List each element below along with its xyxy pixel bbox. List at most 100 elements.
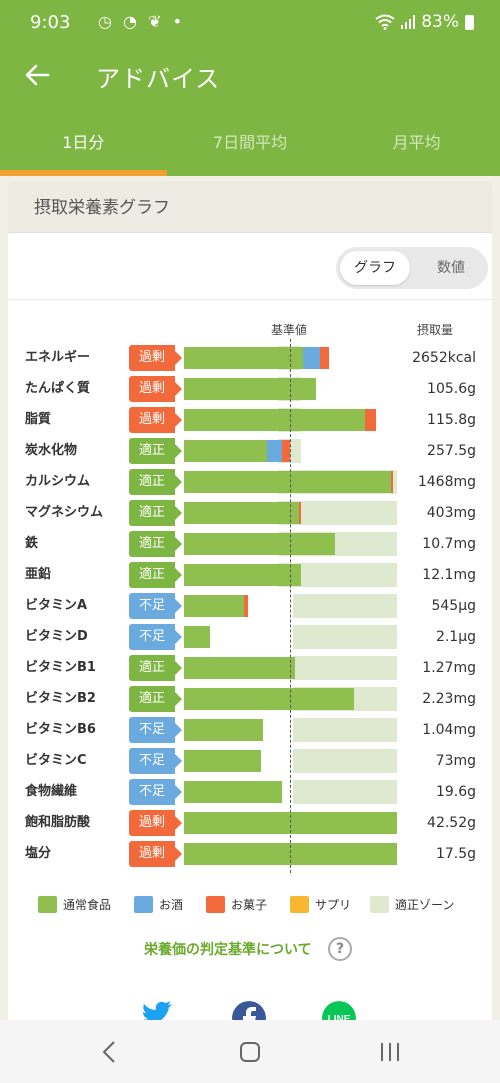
nutrient-row: ビタミンB2 適正 2.23mg [8, 684, 492, 714]
intake-bar [184, 346, 397, 370]
intake-bar [184, 594, 397, 618]
nutrient-row: 亜鉛 適正 12.1mg [8, 560, 492, 590]
bar-segment [184, 750, 261, 772]
bar-segment [184, 347, 304, 369]
help-icon[interactable]: ? [328, 937, 352, 961]
bar-segment [184, 502, 300, 524]
proper-zone [292, 594, 397, 618]
bar-segment [184, 378, 317, 400]
nutrient-name: ビタミンB1 [25, 660, 96, 675]
status-badge: 適正 [129, 655, 182, 681]
nutrient-row: 炭水化物 適正 257.5g [8, 436, 492, 466]
bar-segment [184, 471, 391, 493]
proper-zone [292, 718, 397, 742]
bar-segment [267, 440, 282, 462]
intake-value: 1.04mg [422, 722, 476, 738]
legend-swatch [206, 896, 225, 913]
status-badge: 過剰 [129, 841, 182, 867]
status-badge: 不足 [129, 624, 182, 650]
line-icon-label: LINE [328, 1014, 351, 1025]
nutrient-name: 食物繊維 [25, 784, 78, 799]
view-toggle: グラフ 数値 [336, 247, 488, 289]
intake-value: 10.7mg [422, 536, 476, 552]
nutrient-row: 脂質 過剰 115.8g [8, 405, 492, 435]
legend-swatch [134, 896, 153, 913]
intake-value: 2652kcal [412, 350, 476, 366]
status-badge: 適正 [129, 469, 182, 495]
intake-value: 2.23mg [422, 691, 476, 707]
bar-segment [243, 595, 248, 617]
nutrient-name: 鉄 [25, 536, 39, 551]
bar-segment [299, 502, 302, 524]
legend-label: お菓子 [231, 898, 268, 912]
status-badge: 不足 [129, 593, 182, 619]
graph-view-button[interactable]: グラフ [340, 251, 410, 285]
intake-bar [184, 749, 397, 773]
tab-one-day[interactable]: 1日分 [0, 116, 167, 176]
nutrient-name: ビタミンB2 [25, 691, 96, 706]
wifi-icon [375, 14, 395, 30]
status-badge: 過剰 [129, 345, 182, 371]
nutrient-name: マグネシウム [25, 505, 104, 520]
reference-line [290, 339, 291, 873]
nutrient-name: 脂質 [25, 412, 52, 427]
nutrient-row: 塩分 過剰 17.5g [8, 839, 492, 869]
bar-segment [390, 471, 393, 493]
intake-value: 1468mg [417, 474, 476, 490]
tab-seven-day-average[interactable]: 7日間平均 [212, 133, 288, 152]
nutrient-row: カルシウム 適正 1468mg [8, 467, 492, 497]
status-bar: 9:03 ◷ ◔ ❦ • 83% [0, 0, 500, 44]
status-badge: 適正 [129, 531, 182, 557]
nutrient-name: たんぱく質 [25, 381, 91, 396]
intake-bar [184, 780, 397, 804]
numeric-view-button[interactable]: 数値 [437, 260, 465, 276]
system-navigation-bar [0, 1020, 500, 1083]
nav-back-icon[interactable] [90, 1036, 130, 1068]
nutrient-row: ビタミンB6 不足 1.04mg [8, 715, 492, 745]
back-arrow-icon[interactable] [22, 60, 52, 90]
intake-bar [184, 563, 397, 587]
proper-zone [292, 625, 397, 649]
nutrient-row: ビタミンD 不足 2.1μg [8, 622, 492, 652]
intake-bar [184, 532, 397, 556]
status-right: 83% [375, 12, 474, 32]
nutrient-row: ビタミンA 不足 545μg [8, 591, 492, 621]
nutrient-name: ビタミンB6 [25, 722, 96, 737]
status-badge: 適正 [129, 500, 182, 526]
nutrient-name: ビタミンD [25, 629, 88, 644]
twitter-icon[interactable] [140, 1001, 174, 1035]
nutrient-name: ビタミンC [25, 753, 87, 768]
proper-zone [292, 780, 397, 804]
intake-value: 42.52g [427, 815, 476, 831]
status-badge: 過剰 [129, 376, 182, 402]
proper-zone [292, 749, 397, 773]
bar-segment [184, 440, 268, 462]
intake-value: 19.6g [435, 784, 476, 800]
legend-swatch [370, 896, 389, 913]
intake-bar [184, 625, 397, 649]
nutrient-row: 飽和脂肪酸 過剰 42.52g [8, 808, 492, 838]
battery-icon [465, 14, 474, 30]
period-tabs: 1日分 7日間平均 月平均 [0, 116, 500, 176]
intake-value: 545μg [431, 598, 476, 614]
bar-segment [184, 409, 366, 431]
signal-icon [401, 15, 416, 29]
judgment-criteria-link[interactable]: 栄養価の判定基準について [144, 942, 312, 958]
bar-segment [320, 347, 329, 369]
nutrient-row: 食物繊維 不足 19.6g [8, 777, 492, 807]
intake-bar [184, 687, 397, 711]
status-badge: 不足 [129, 717, 182, 743]
legend-label: サプリ [315, 898, 352, 912]
status-badge: 不足 [129, 748, 182, 774]
status-badge: 過剰 [129, 407, 182, 433]
legend-label: お酒 [159, 898, 184, 912]
nutrient-row: マグネシウム 適正 403mg [8, 498, 492, 528]
nav-recents-icon[interactable] [370, 1036, 410, 1068]
intake-value: 403mg [426, 505, 476, 521]
bar-segment [184, 626, 210, 648]
bar-segment [184, 781, 282, 803]
tab-monthly-average[interactable]: 月平均 [392, 133, 441, 152]
nav-home-icon[interactable] [230, 1036, 270, 1068]
nutrient-row: たんぱく質 過剰 105.6g [8, 374, 492, 404]
bar-segment [184, 595, 244, 617]
